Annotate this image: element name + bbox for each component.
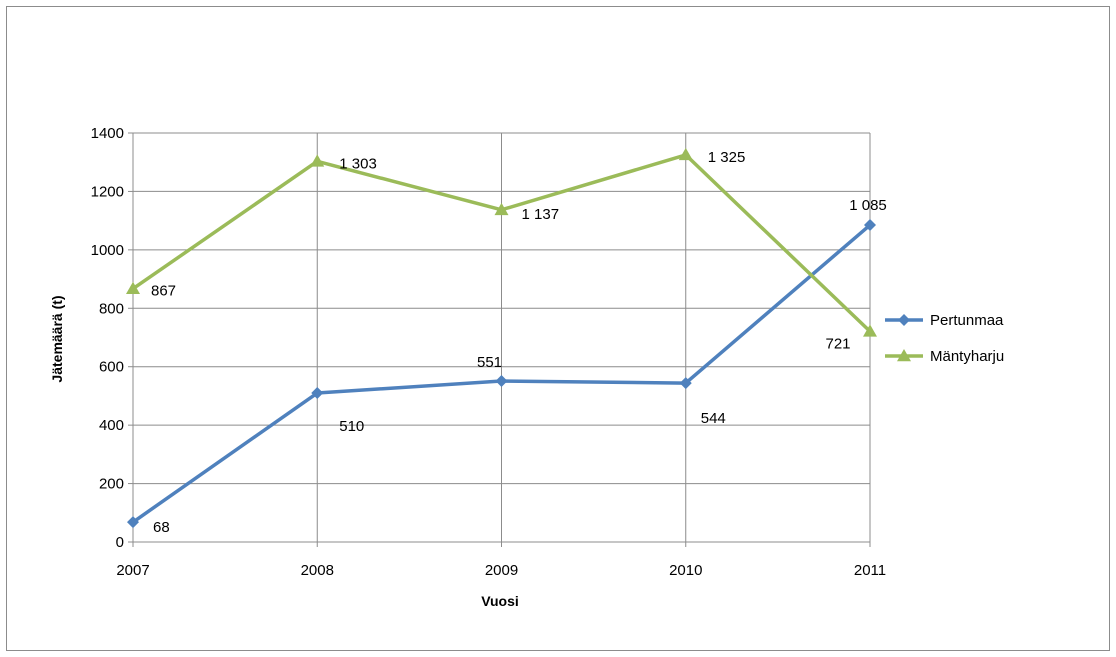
data-label: 510	[339, 418, 364, 435]
y-tick-label: 600	[99, 359, 124, 376]
data-point	[864, 219, 876, 232]
data-point	[679, 377, 692, 390]
data-point	[126, 281, 140, 294]
data-point	[494, 202, 509, 216]
legend: Pertunmaa Mäntyharju	[885, 312, 1004, 365]
data-label: 721	[825, 335, 850, 352]
x-axis-title: Vuosi	[481, 593, 519, 609]
data-label: 1 325	[708, 149, 746, 166]
y-tick-label: 1400	[91, 125, 124, 142]
data-labels: 68 510 551 544 1 085 867 1 303 1 137 1 325 721	[151, 149, 887, 536]
data-label: 1 303	[339, 155, 377, 172]
y-tick-label: 1000	[91, 242, 124, 259]
y-tick-label: 800	[99, 300, 124, 317]
data-point	[678, 147, 693, 161]
grid-lines	[133, 132, 871, 542]
data-label: 1 085	[849, 197, 887, 214]
legend-marker	[897, 349, 911, 362]
x-tick-label: 2007	[116, 562, 149, 579]
x-tick-label: 2010	[669, 562, 702, 579]
data-label: 544	[701, 410, 726, 427]
data-point	[310, 154, 325, 167]
data-point	[495, 375, 508, 388]
x-tick-label: 2008	[301, 562, 334, 579]
legend-label: Pertunmaa	[930, 312, 1004, 329]
y-tick-label: 200	[99, 476, 124, 493]
y-tick-label: 1200	[91, 183, 124, 200]
legend-label: Mäntyharju	[930, 348, 1004, 365]
y-tick-label: 400	[99, 417, 124, 434]
y-axis-title: Jätemäärä (t)	[49, 295, 65, 382]
legend-marker	[898, 314, 910, 326]
data-point	[127, 516, 139, 529]
y-tick-label: 0	[116, 534, 124, 551]
data-point	[311, 387, 324, 400]
series	[126, 147, 877, 529]
axes: 0 200 400 600 800 1000 1200 1400 2007 2008 2009 201…	[91, 125, 887, 579]
data-label: 68	[153, 519, 170, 536]
data-point	[863, 324, 877, 337]
chart-frame	[6, 6, 1110, 651]
data-label: 551	[477, 354, 502, 371]
data-label: 1 137	[522, 206, 560, 223]
x-tick-label: 2011	[854, 562, 886, 579]
x-tick-label: 2009	[485, 562, 518, 579]
data-label: 867	[151, 283, 176, 300]
